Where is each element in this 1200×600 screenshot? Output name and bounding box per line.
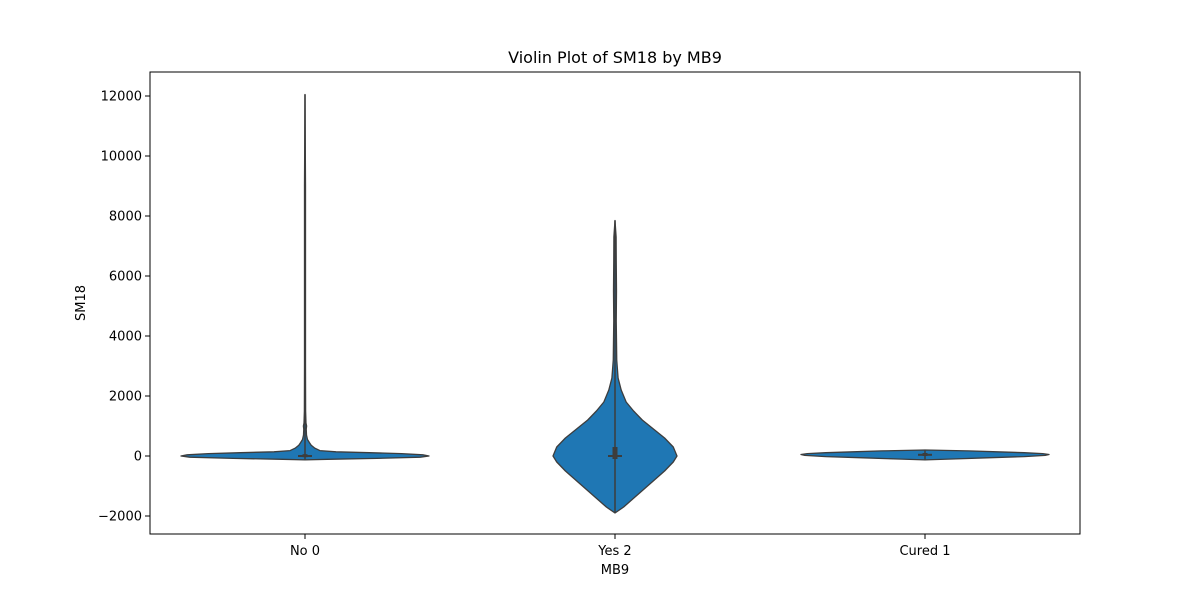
- y-tick-label: 4000: [109, 330, 142, 345]
- x-tick-label: No 0: [290, 544, 320, 559]
- x-tick-label: Yes 2: [597, 544, 631, 559]
- y-tick-label: 0: [134, 450, 142, 465]
- y-axis-title: SM18: [74, 285, 89, 321]
- violin-iqr-box: [612, 447, 618, 459]
- y-axis: −2000 0 2000 4000 6000 8000 10000 12000: [98, 90, 150, 525]
- violins-layer: [180, 93, 1050, 514]
- x-axis: No 0 Yes 2 Cured 1: [290, 534, 951, 559]
- y-tick-label: 2000: [109, 390, 142, 405]
- y-tick-label: 8000: [109, 210, 142, 225]
- y-tick-label: 6000: [109, 270, 142, 285]
- y-tick-label: −2000: [98, 510, 142, 525]
- y-tick-label: 12000: [101, 90, 142, 105]
- chart-title: Violin Plot of SM18 by MB9: [508, 48, 722, 67]
- y-tick-label: 10000: [101, 150, 142, 165]
- x-tick-label: Cured 1: [899, 544, 950, 559]
- x-axis-title: MB9: [601, 563, 629, 578]
